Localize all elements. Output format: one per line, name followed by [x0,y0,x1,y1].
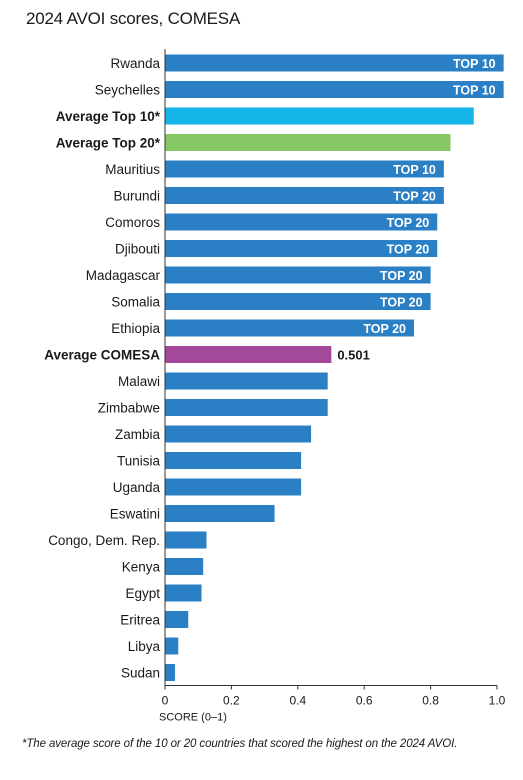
bar [165,478,302,496]
bar [165,134,451,151]
bar [165,425,312,443]
category-label: Comoros [105,215,160,230]
bar [165,240,438,257]
category-label: Djibouti [115,242,160,257]
bar [165,584,202,602]
category-label: Egypt [125,586,160,601]
bar [165,399,328,416]
category-label: Kenya [122,560,161,575]
category-label: Eswatini [110,507,160,522]
category-label: Congo, Dem. Rep. [48,533,160,548]
bar [165,187,444,204]
category-label: Zambia [115,427,161,442]
category-label: Ethiopia [111,321,160,336]
x-tick-label: 0.8 [422,694,439,708]
category-label: Seychelles [95,83,161,98]
bar [165,372,328,390]
category-label: Rwanda [110,56,160,71]
bar-tag-label: TOP 10 [393,163,436,177]
chart-title: 2024 AVOI scores, COMESA [26,9,241,28]
bar [165,107,474,125]
bar [165,531,207,549]
category-label: Zimbabwe [98,401,160,416]
bar [165,213,438,231]
category-label: Tunisia [117,454,161,469]
x-tick-label: 0 [162,694,169,708]
x-tick-label: 0.4 [289,694,306,708]
bar [165,452,302,469]
bar-tag-label: TOP 20 [387,243,430,257]
bar [165,664,175,681]
data-label: 0.501 [337,348,370,363]
category-label: Sudan [121,666,160,681]
category-label: Mauritius [105,162,160,177]
x-tick-label: 0.2 [223,694,240,708]
category-label: Malawi [118,374,160,389]
bar-tag-label: TOP 10 [453,84,496,98]
bar [165,611,189,628]
bar [165,637,179,655]
category-label: Madagascar [86,268,161,283]
category-label: Average Top 10* [56,109,161,124]
bar [165,319,414,337]
bar [165,81,504,98]
bar-tag-label: TOP 20 [387,216,430,230]
category-label: Somalia [111,295,160,310]
bar-tag-label: TOP 20 [380,269,423,283]
category-label: Eritrea [120,613,160,628]
bar [165,346,332,363]
category-label: Burundi [113,189,160,204]
bar-tag-label: TOP 20 [393,190,436,204]
x-axis-title: SCORE (0–1) [159,712,227,724]
category-label: Average COMESA [44,348,160,363]
bar [165,54,504,72]
bar [165,293,431,310]
bar [165,558,204,575]
category-label: Libya [128,639,161,654]
bar-chart: Rwanda TOP 10 Seychelles TOP 10 Average Top … [44,49,506,724]
footnote: *The average score of the 10 or 20 count… [22,738,458,750]
bar [165,505,275,522]
bar-tag-label: TOP 10 [453,57,496,71]
bar [165,160,444,178]
category-label: Average Top 20* [56,136,161,151]
bar [165,266,431,284]
x-tick-label: 1.0 [489,694,506,708]
bar-tag-label: TOP 20 [363,322,406,336]
bar-tag-label: TOP 20 [380,296,423,310]
x-tick-label: 0.6 [356,694,373,708]
category-label: Uganda [113,480,161,495]
